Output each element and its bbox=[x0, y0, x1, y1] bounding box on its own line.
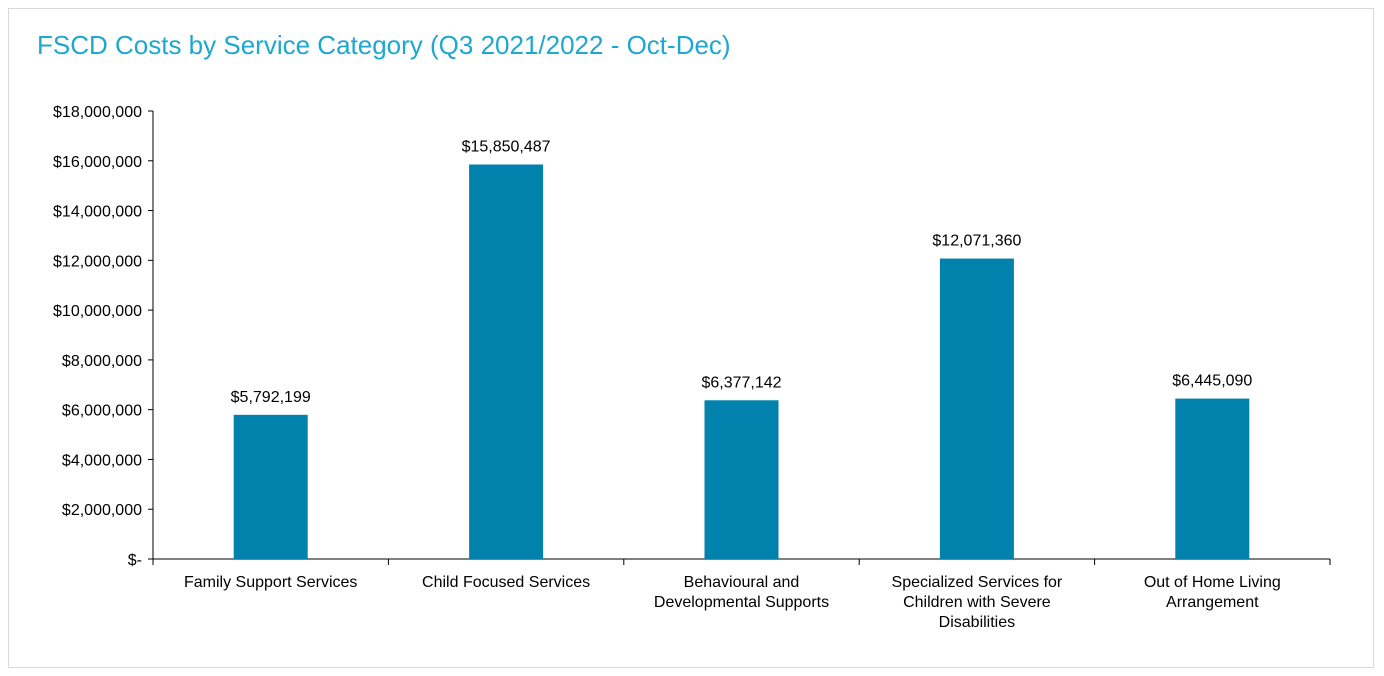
y-axis: $- $2,000,000 $4,000,000 $6,000,000 $8,000,0… bbox=[53, 104, 154, 569]
x-tick-label: Behavioural and Developmental Supports bbox=[654, 574, 829, 611]
x-tick-label-line: Specialized Services for bbox=[892, 574, 1063, 591]
y-tick-label: $16,000,000 bbox=[53, 154, 142, 171]
y-tick-label: $2,000,000 bbox=[62, 502, 142, 519]
bar bbox=[233, 414, 308, 559]
y-tick-label: $14,000,000 bbox=[53, 204, 142, 221]
x-axis: Family Support Services Child Focused Ser… bbox=[152, 558, 1331, 631]
x-tick-label-line: Developmental Supports bbox=[654, 594, 829, 611]
x-tick-label: Specialized Services for Children with Se… bbox=[892, 574, 1063, 631]
y-tick-label: $- bbox=[128, 552, 142, 569]
y-tick-label: $8,000,000 bbox=[62, 353, 142, 370]
data-label: $12,071,360 bbox=[932, 233, 1021, 250]
x-tick-label: Family Support Services bbox=[184, 574, 357, 591]
y-tick-label: $10,000,000 bbox=[53, 303, 142, 320]
bars bbox=[233, 164, 1250, 559]
y-tick-label: $4,000,000 bbox=[62, 452, 142, 469]
bar bbox=[1175, 398, 1250, 559]
x-tick-label-line: Child Focused Services bbox=[422, 574, 590, 591]
data-label: $5,792,199 bbox=[231, 389, 311, 406]
data-label: $15,850,487 bbox=[462, 138, 551, 155]
data-label: $6,377,142 bbox=[701, 374, 781, 391]
x-tick-label-line: Children with Severe bbox=[903, 594, 1051, 611]
x-tick-label: Out of Home Living Arrangement bbox=[1144, 574, 1281, 611]
bar bbox=[939, 258, 1014, 559]
x-tick-label-line: Out of Home Living bbox=[1144, 574, 1281, 591]
x-tick-label-line: Disabilities bbox=[939, 614, 1015, 631]
x-tick-label: Child Focused Services bbox=[422, 574, 590, 591]
data-labels: $5,792,199 $15,850,487 $6,377,142 $12,071,3… bbox=[231, 138, 1253, 405]
bar bbox=[469, 164, 544, 559]
y-tick-label: $18,000,000 bbox=[53, 104, 142, 121]
y-tick-label: $12,000,000 bbox=[53, 253, 142, 270]
x-tick-label-line: Family Support Services bbox=[184, 574, 357, 591]
chart-title: FSCD Costs by Service Category (Q3 2021/… bbox=[37, 30, 731, 60]
x-tick-label-line: Behavioural and bbox=[684, 574, 800, 591]
bar bbox=[704, 400, 779, 559]
data-label: $6,445,090 bbox=[1172, 373, 1252, 390]
x-tick-label-line: Arrangement bbox=[1166, 594, 1259, 611]
y-tick-label: $6,000,000 bbox=[62, 403, 142, 420]
